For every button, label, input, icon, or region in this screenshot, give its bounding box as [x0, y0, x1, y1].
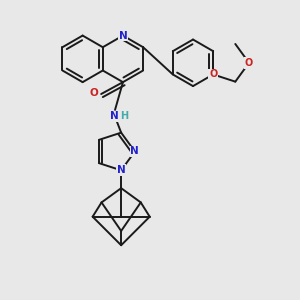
Text: O: O	[90, 88, 99, 98]
Text: N: N	[110, 111, 118, 122]
Text: N: N	[130, 146, 139, 157]
Text: O: O	[209, 70, 217, 80]
Text: N: N	[118, 31, 127, 40]
Text: O: O	[245, 58, 253, 68]
Text: N: N	[117, 165, 125, 175]
Text: H: H	[120, 111, 128, 121]
